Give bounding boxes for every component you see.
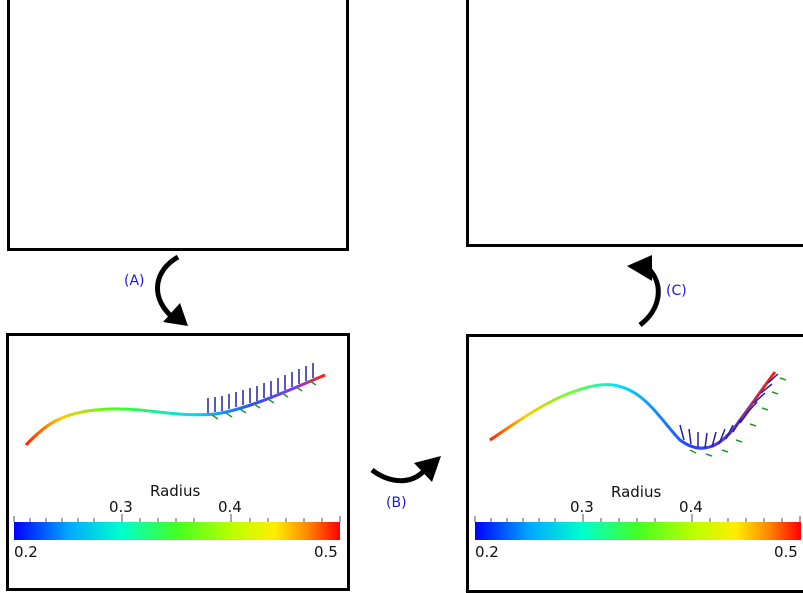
step-c-arrow bbox=[627, 255, 661, 327]
step-a-arrow bbox=[155, 254, 188, 326]
centerline-deformed bbox=[489, 371, 787, 457]
centerline-curve bbox=[489, 371, 777, 450]
initial-vessel-panel bbox=[7, 0, 349, 251]
step-b-arrow bbox=[370, 456, 441, 484]
colorbar-min-label: 0.2 bbox=[475, 543, 499, 561]
tangent-arrows bbox=[211, 380, 317, 420]
colorbar-max-label: 0.5 bbox=[774, 543, 798, 561]
colorbar-title: Radius bbox=[150, 482, 201, 500]
step-b-label: (B) bbox=[386, 495, 407, 511]
colorbar-title: Radius bbox=[611, 483, 662, 501]
normal-arrows bbox=[207, 363, 314, 413]
initial-centerline-panel bbox=[6, 333, 350, 591]
tangent-arrows bbox=[689, 377, 787, 457]
centerline-curve bbox=[24, 373, 326, 447]
colorbar-right bbox=[474, 514, 801, 540]
colorbar-tick-label: 0.4 bbox=[218, 498, 242, 516]
colorbar-left bbox=[13, 514, 341, 540]
step-c-label: (C) bbox=[666, 283, 687, 299]
deformed-centerline-panel bbox=[466, 334, 803, 593]
centerline-initial bbox=[24, 363, 326, 447]
colorbar-min-label: 0.2 bbox=[14, 543, 38, 561]
colorbar-tick-label: 0.3 bbox=[570, 498, 594, 516]
step-a-label: (A) bbox=[124, 273, 145, 289]
normal-arrows bbox=[679, 373, 779, 449]
colorbar-max-label: 0.5 bbox=[314, 543, 338, 561]
colorbar-tick-label: 0.3 bbox=[109, 498, 133, 516]
deformed-vessel-panel bbox=[466, 0, 803, 247]
colorbar-tick-label: 0.4 bbox=[679, 498, 703, 516]
